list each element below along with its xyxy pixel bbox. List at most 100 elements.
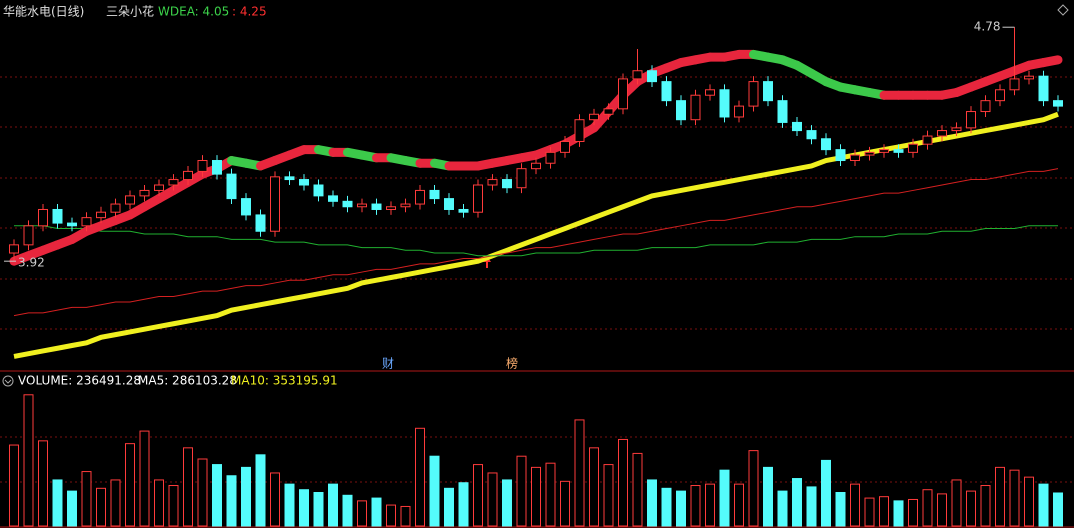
candle-body [748,81,759,107]
candle-body [966,111,976,129]
candle-body [719,89,730,118]
volume-bar [705,483,715,527]
settings-icon[interactable] [1057,4,1069,16]
volume-bar [618,438,628,527]
candle-body [574,119,585,142]
volume-bar [763,466,773,527]
volume-bar [1038,483,1049,527]
indicator-value: WDEA: 4.05 [158,5,229,19]
volume-bar [487,472,498,527]
volume-bar [748,450,759,527]
candle-body [661,81,672,102]
volume-bar [603,464,614,527]
candle-body [270,176,280,232]
candle-body [632,70,643,80]
candle-body [893,149,904,153]
volume-bar [9,444,19,527]
candle-body [458,208,469,213]
candle-body [357,203,367,208]
candle-body [415,189,425,205]
volume-bar [313,492,324,527]
volume-bar [1024,476,1034,527]
volume-bar [980,485,991,527]
candle-body [313,184,324,197]
candle-body [429,189,440,200]
volume-bar [734,483,744,527]
volume-bar [96,487,106,527]
candle-body [560,140,570,153]
event-marker: 财 [382,357,394,371]
volume-bar [81,471,92,527]
volume-bar [879,496,889,527]
ma-line [13,168,1059,317]
candle-body [125,195,135,205]
candle-body [226,173,237,200]
indicator-value: : 4.25 [232,5,267,19]
volume-bar [270,472,280,527]
candle-body [81,217,92,227]
volume-bar [255,454,266,527]
volume-bar [328,483,338,527]
volume-bar [777,490,788,527]
candle-body [154,184,164,191]
candle-body [806,130,817,140]
candle-body [850,154,860,162]
volume-bar [241,466,251,527]
volume-bar [371,497,382,527]
candle-body [139,189,150,197]
volume-bar [67,490,77,527]
volume-bar [168,485,179,527]
volume-bar [821,459,831,527]
volume-bar [908,498,918,527]
volume-bar [589,447,599,527]
volume-bar [502,479,512,527]
candle-body [473,184,483,213]
candle-body [879,149,889,153]
collapse-icon[interactable] [2,375,14,387]
candle-body [980,100,991,113]
volume-bar [23,394,34,527]
candle-body [864,151,875,156]
volume-bar [1053,492,1063,527]
volume-bar [690,485,701,527]
candle-body [255,214,266,232]
volume-bar [545,462,556,527]
candle-body [110,203,121,213]
volume-legend: MA5: 286103.28 [138,374,237,388]
candle-body [937,130,947,137]
candle-body [52,208,63,224]
chart-title: 华能水电(日线) [3,5,84,19]
candle-body [835,149,846,162]
candle-body [618,78,628,110]
volume-bar [284,483,295,527]
volume-bar [632,452,643,527]
candle-body [1024,75,1034,80]
volume-bar [400,505,411,527]
volume-legend: MA10: 353195.91 [231,374,338,388]
candle-body [67,222,77,227]
candle-body [545,151,556,164]
volume-bar [197,458,208,527]
volume-bar [299,489,309,527]
candle-body [386,206,396,210]
high-label: 4.78 [974,20,1001,34]
candle-body [792,121,802,132]
volume-bar [183,447,193,527]
volume-bar [922,489,933,527]
volume-bar [429,455,440,527]
collapse-icon-arrow [4,379,12,384]
candle-body [400,203,411,208]
candle-body [734,105,744,118]
candle-body [502,179,512,189]
volume-bar [647,479,657,527]
volume-bar [864,497,875,527]
candle-body [299,179,309,186]
volume-bar [415,427,425,527]
volume-bar [516,455,527,527]
low-label: 3.92 [18,256,45,270]
candle-body [38,208,48,227]
candle-body [241,198,251,216]
volume-bar [139,430,150,527]
